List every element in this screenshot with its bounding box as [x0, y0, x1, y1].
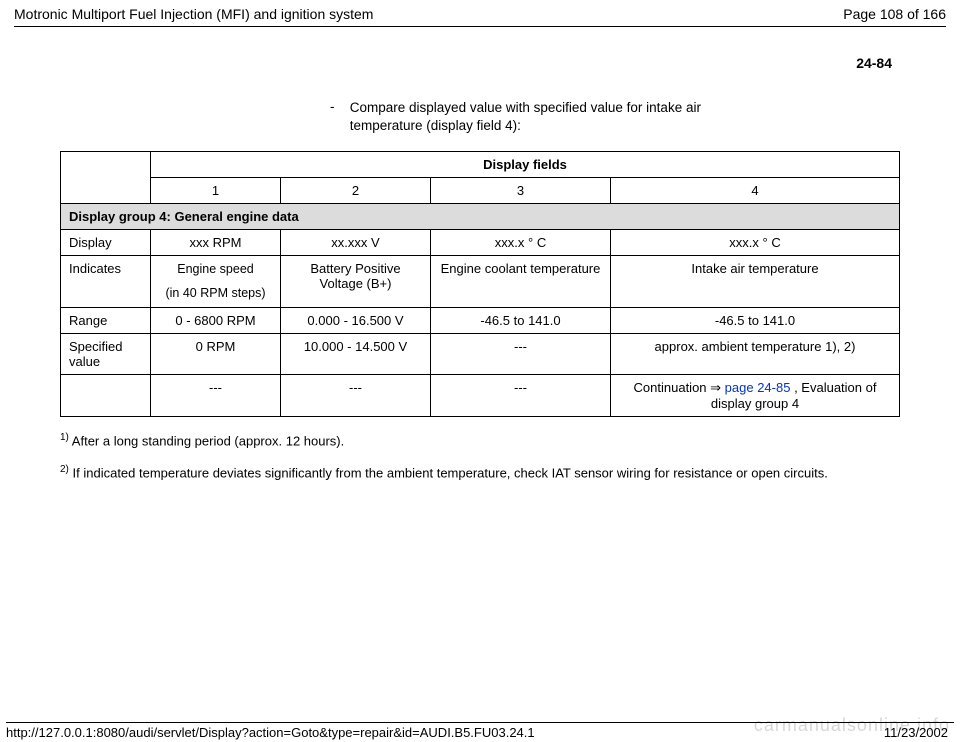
field-num-3: 3	[431, 178, 611, 204]
footer-url: http://127.0.0.1:8080/audi/servlet/Displ…	[6, 725, 535, 740]
cont-pre: Continuation	[634, 380, 711, 395]
doc-title: Motronic Multiport Fuel Injection (MFI) …	[14, 6, 373, 22]
footnote-1: 1) After a long standing period (approx.…	[60, 431, 900, 451]
indicates-c1b: (in 40 RPM steps)	[159, 285, 272, 303]
row-label: Range	[61, 308, 151, 334]
cell: xxx.x ° C	[431, 230, 611, 256]
cell: ---	[431, 375, 611, 417]
row-label: Specified value	[61, 334, 151, 375]
content-area: 24-84 - Compare displayed value with spe…	[0, 55, 960, 482]
cell: ---	[281, 375, 431, 417]
row-indicates: Indicates Engine speed (in 40 RPM steps)…	[61, 256, 900, 308]
header-bar: Motronic Multiport Fuel Injection (MFI) …	[0, 0, 960, 26]
instruction-block: - Compare displayed value with specified…	[330, 99, 900, 135]
row-label: Display	[61, 230, 151, 256]
field-num-1: 1	[151, 178, 281, 204]
cell: xx.xxx V	[281, 230, 431, 256]
cell: ---	[151, 375, 281, 417]
bullet-dash: -	[330, 99, 346, 114]
cell: Battery Positive Voltage (B+)	[281, 256, 431, 308]
group-row: Display group 4: General engine data	[61, 204, 900, 230]
group-title: Display group 4: General engine data	[61, 204, 900, 230]
row-display: Display xxx RPM xx.xxx V xxx.x ° C xxx.x…	[61, 230, 900, 256]
footnote-1-text: After a long standing period (approx. 12…	[69, 434, 344, 449]
header-rule	[14, 26, 946, 27]
corner-blank	[61, 152, 151, 204]
table-header-row-1: Display fields	[61, 152, 900, 178]
cell-continuation: Continuation ⇒ page 24-85 , Evaluation o…	[611, 375, 900, 417]
row-label: Indicates	[61, 256, 151, 308]
cell: -46.5 to 141.0	[431, 308, 611, 334]
footnote-2-text: If indicated temperature deviates signif…	[69, 465, 828, 480]
cell: ---	[431, 334, 611, 375]
cell: -46.5 to 141.0	[611, 308, 900, 334]
row-continuation: --- --- --- Continuation ⇒ page 24-85 , …	[61, 375, 900, 417]
row-specified: Specified value 0 RPM 10.000 - 14.500 V …	[61, 334, 900, 375]
field-num-2: 2	[281, 178, 431, 204]
footer: http://127.0.0.1:8080/audi/servlet/Displ…	[0, 722, 960, 740]
row-range: Range 0 - 6800 RPM 0.000 - 16.500 V -46.…	[61, 308, 900, 334]
table-header-row-2: 1 2 3 4	[61, 178, 900, 204]
arrow-icon: ⇒	[710, 380, 721, 395]
footnote-2: 2) If indicated temperature deviates sig…	[60, 463, 900, 483]
cell: 0 - 6800 RPM	[151, 308, 281, 334]
cell: Engine speed (in 40 RPM steps)	[151, 256, 281, 308]
cell: 10.000 - 14.500 V	[281, 334, 431, 375]
footnotes: 1) After a long standing period (approx.…	[60, 431, 900, 482]
footnote-1-sup: 1)	[60, 432, 69, 443]
row-label-empty	[61, 375, 151, 417]
page-indicator: Page 108 of 166	[843, 6, 946, 22]
page-link[interactable]: page 24-85	[721, 380, 794, 395]
cell: 0 RPM	[151, 334, 281, 375]
section-number: 24-84	[60, 55, 892, 71]
footnote-2-sup: 2)	[60, 464, 69, 475]
footer-date: 11/23/2002	[884, 725, 948, 740]
cell: xxx.x ° C	[611, 230, 900, 256]
instruction-text: Compare displayed value with specified v…	[350, 99, 710, 135]
cell: Engine coolant temperature	[431, 256, 611, 308]
cell: Intake air temperature	[611, 256, 900, 308]
indicates-c1a: Engine speed	[159, 261, 272, 279]
display-fields-table: Display fields 1 2 3 4 Display group 4: …	[60, 151, 900, 417]
cell: 0.000 - 16.500 V	[281, 308, 431, 334]
cell: xxx RPM	[151, 230, 281, 256]
cell: approx. ambient temperature 1), 2)	[611, 334, 900, 375]
display-fields-header: Display fields	[151, 152, 900, 178]
field-num-4: 4	[611, 178, 900, 204]
